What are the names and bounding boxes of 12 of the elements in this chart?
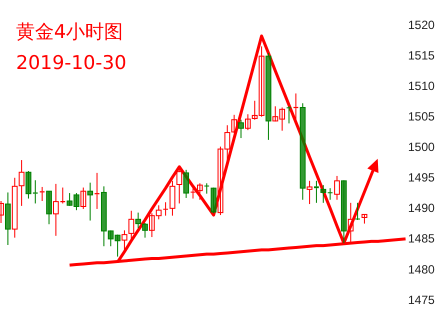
text: 2019-10-30 [16, 52, 126, 74]
y-tick-label: 1475 [408, 292, 436, 307]
y-tick-label: 1480 [408, 262, 436, 276]
y-tick-label: 1510 [408, 78, 436, 93]
chart-title: 黄金4小时图 [16, 21, 124, 43]
y-tick-label: 1515 [408, 48, 436, 62]
y-tick-label: 1485 [408, 232, 436, 246]
y-tick-label: 1505 [408, 110, 436, 124]
y-tick-label: 1500 [408, 140, 436, 154]
y-tick-label: 1495 [408, 170, 436, 185]
y-tick-label: 1520 [408, 18, 436, 32]
y-tick-label: 1490 [408, 201, 436, 216]
